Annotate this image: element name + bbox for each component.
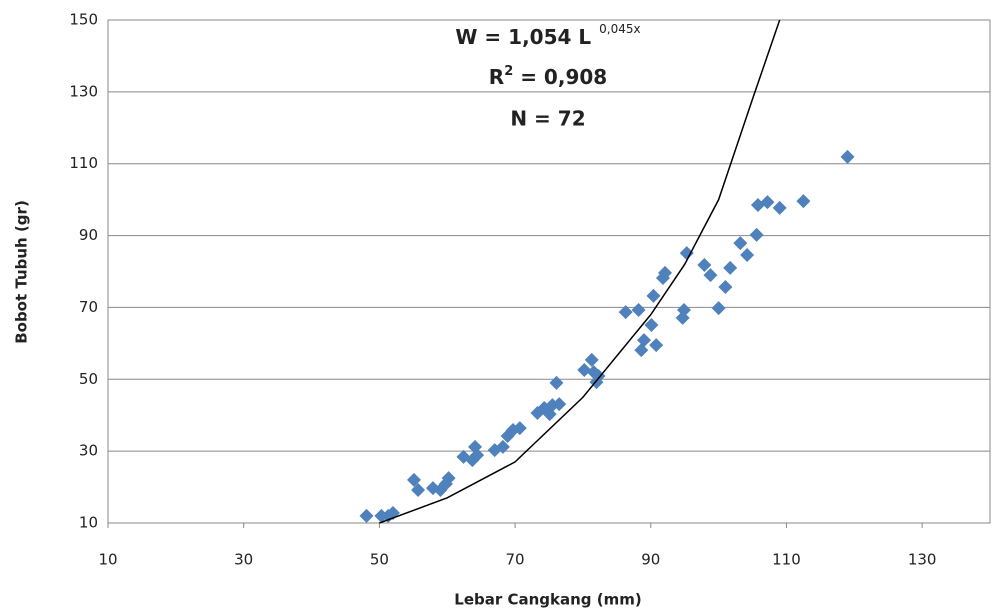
equation-base: W = 1,054 L xyxy=(455,25,591,49)
x-tick-label: 130 xyxy=(908,551,937,569)
data-point xyxy=(549,375,564,390)
data-point xyxy=(840,149,855,164)
equation: W = 1,054 L 0,045x xyxy=(455,22,640,49)
data-point xyxy=(406,472,421,487)
data-point xyxy=(697,258,712,273)
data-point xyxy=(723,260,738,275)
y-tick-label: 130 xyxy=(69,82,98,100)
data-point xyxy=(470,448,485,463)
data-point xyxy=(649,338,664,353)
data-point xyxy=(749,227,764,242)
data-point xyxy=(658,265,673,280)
y-tick-label: 110 xyxy=(69,154,98,172)
data-point xyxy=(584,352,599,367)
data-point xyxy=(646,288,661,303)
trend-curve xyxy=(379,19,781,524)
data-point xyxy=(411,482,426,497)
x-tick-label: 10 xyxy=(98,551,117,569)
data-point xyxy=(711,301,726,316)
data-point xyxy=(796,194,811,209)
y-axis-label: Bobot Tubuh (gr) xyxy=(13,200,31,344)
data-point xyxy=(631,302,646,317)
r-squared: R2 = 0,908 xyxy=(489,64,607,89)
data-point xyxy=(359,508,374,523)
data-point xyxy=(636,333,651,348)
x-tick-label: 90 xyxy=(641,551,660,569)
r2-rest: = 0,908 xyxy=(513,65,607,89)
equation-exponent: 0,045x xyxy=(599,22,640,36)
n-label: N = 72 xyxy=(510,107,585,131)
data-point xyxy=(677,302,692,317)
y-tick-label: 50 xyxy=(79,370,98,388)
data-point xyxy=(760,195,775,210)
y-tick-label: 150 xyxy=(69,11,98,29)
data-point xyxy=(591,369,606,384)
plot-area xyxy=(107,19,991,524)
y-tick-label: 10 xyxy=(79,514,98,532)
data-point xyxy=(495,439,510,454)
data-point xyxy=(512,421,527,436)
data-point xyxy=(381,508,396,523)
r2-exponent: 2 xyxy=(504,64,513,79)
data-point xyxy=(740,247,755,262)
x-tick-label: 70 xyxy=(506,551,525,569)
x-tick-label: 50 xyxy=(370,551,389,569)
y-tick-label: 30 xyxy=(79,442,98,460)
data-point xyxy=(733,236,748,251)
data-point xyxy=(703,268,718,283)
r2-base: R xyxy=(489,65,504,89)
data-point xyxy=(634,343,649,358)
data-point xyxy=(644,318,659,333)
data-point xyxy=(772,200,787,215)
data-point xyxy=(618,305,633,320)
x-tick-label: 110 xyxy=(772,551,801,569)
data-point xyxy=(679,246,694,261)
y-tick-label: 70 xyxy=(79,298,98,316)
x-tick-label: 30 xyxy=(234,551,253,569)
data-point xyxy=(577,362,592,377)
data-point xyxy=(441,471,456,486)
x-axis-label: Lebar Cangkang (mm) xyxy=(454,591,641,609)
y-tick-label: 90 xyxy=(79,226,98,244)
data-point xyxy=(718,279,733,294)
data-point xyxy=(552,397,567,412)
